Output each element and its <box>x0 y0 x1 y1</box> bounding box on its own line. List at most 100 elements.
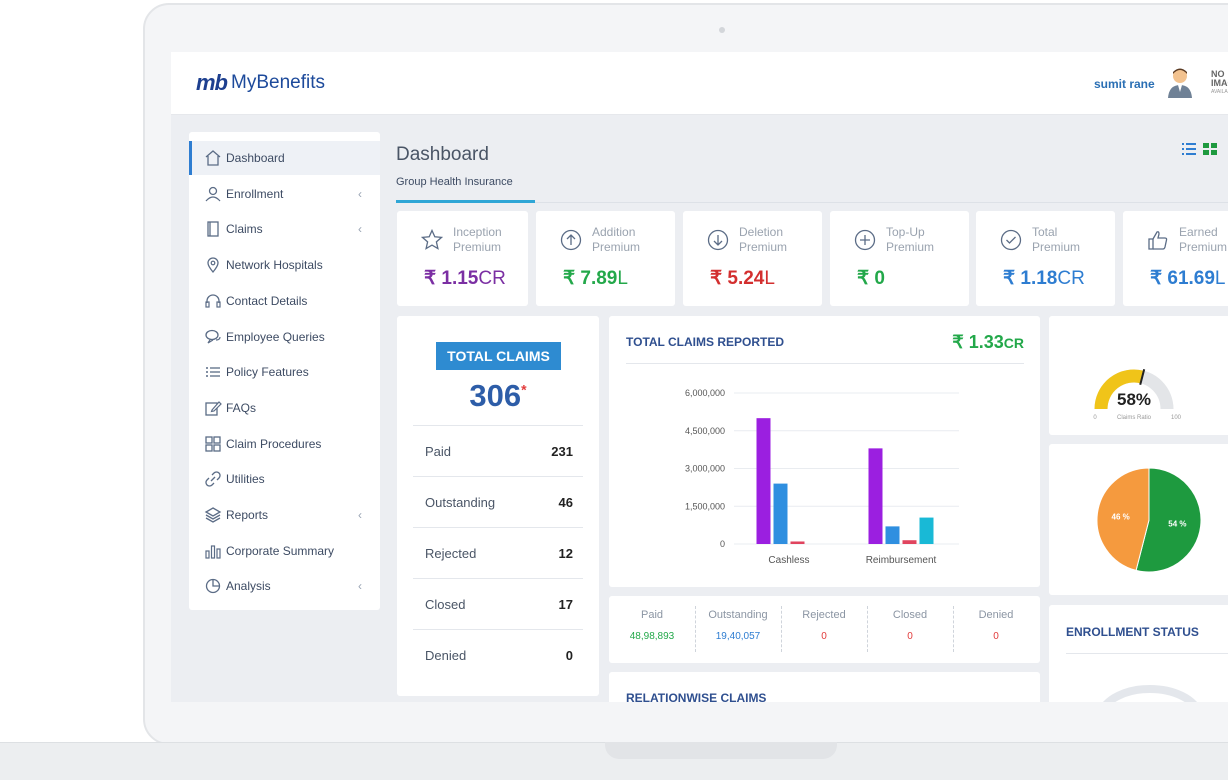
logo[interactable]: mb MyBenefits <box>196 70 325 96</box>
claims-row-paid[interactable]: Paid 231 <box>413 425 583 476</box>
plus-circle-icon <box>854 229 876 251</box>
grid-view-icon[interactable] <box>1203 142 1217 156</box>
check-circle-icon <box>1000 229 1022 251</box>
chevron-left-icon[interactable]: ‹ <box>358 579 362 594</box>
sidebar-item-label: Corporate Summary <box>226 543 335 558</box>
premium-card-total-premium[interactable]: Total Premium ₹ 1.18CR <box>976 211 1115 306</box>
premium-card-deletion-premium[interactable]: Deletion Premium ₹ 5.24L <box>683 211 822 306</box>
home-icon <box>204 149 222 167</box>
claims-row-label: Rejected <box>425 545 477 561</box>
claims-row-rejected[interactable]: Rejected 12 <box>413 527 583 578</box>
stat-value: 19,40,057 <box>715 631 761 642</box>
sidebar-item-enrollment[interactable]: Enrollment ‹ <box>189 177 380 211</box>
sidebar-item-reports[interactable]: Reports ‹ <box>189 498 380 532</box>
premium-unit: L <box>617 268 628 289</box>
sidebar-item-network-hospitals[interactable]: Network Hospitals <box>189 248 380 282</box>
top-bar: mb MyBenefits sumit rane NO IMAG AVAILA <box>171 52 1228 115</box>
bar-reimbursement-2[interactable] <box>902 540 917 544</box>
bar-cashless-1[interactable] <box>773 483 788 544</box>
stat-value: 0 <box>821 631 827 642</box>
user-name[interactable]: sumit rane <box>1094 77 1155 91</box>
logo-text: MyBenefits <box>231 72 325 93</box>
premium-value: ₹ 61.69L <box>1150 267 1226 290</box>
sidebar-item-policy-features[interactable]: Policy Features <box>189 355 380 389</box>
premium-card-earned-premium[interactable]: Earned Premium ₹ 61.69L <box>1123 211 1228 306</box>
grid-icon <box>204 435 222 453</box>
map-pin-icon <box>204 256 222 274</box>
premium-value: ₹ 1.15CR <box>424 267 506 290</box>
total-claims-reported-card: TOTAL CLAIMS REPORTED ₹ 1.33CR 6,000,000… <box>609 316 1040 587</box>
premium-amount: 7.89 <box>580 268 618 289</box>
premium-amount: 0 <box>874 268 885 289</box>
relationwise-title: RELATIONWISE CLAIMS <box>626 691 767 702</box>
chevron-left-icon[interactable]: ‹ <box>358 222 362 237</box>
chevron-left-icon[interactable]: ‹ <box>358 508 362 522</box>
claims-row-closed[interactable]: Closed 17 <box>413 578 583 629</box>
premium-label-line1: Total <box>1032 225 1058 239</box>
sidebar-item-dashboard[interactable]: Dashboard <box>189 141 380 175</box>
stat-label: Closed <box>892 609 928 621</box>
layers-icon <box>204 506 222 524</box>
laptop-notch <box>605 742 837 759</box>
star-icon <box>420 228 444 251</box>
premium-label: Inception Premium <box>453 225 502 255</box>
premium-label-line1: Deletion <box>739 225 784 239</box>
rupee-symbol: ₹ <box>710 268 723 289</box>
bar-reimbursement-3[interactable] <box>919 517 934 544</box>
sidebar-item-label: Claim Procedures <box>226 436 322 451</box>
sidebar-item-analysis[interactable]: Analysis ‹ <box>189 569 380 603</box>
no-image-placeholder[interactable]: NO IMAG AVAILA <box>1211 70 1228 97</box>
premium-label-line2: Premium <box>592 240 641 254</box>
y-tick-label: 3,000,000 <box>685 464 725 474</box>
sidebar-item-claims[interactable]: Claims ‹ <box>189 212 380 246</box>
tab-group-health-insurance[interactable]: Group Health Insurance <box>396 176 513 188</box>
claims-row-label: Denied <box>425 647 467 663</box>
chevron-left-icon[interactable]: ‹ <box>358 186 362 201</box>
claims-row-label: Paid <box>425 443 452 459</box>
stat-denied: Denied 0 <box>953 596 1039 663</box>
stat-divider <box>867 606 868 652</box>
sidebar-item-label: Analysis <box>226 579 271 594</box>
chart-total-unit: CR <box>1003 335 1024 351</box>
sidebar-item-faqs[interactable]: FAQs <box>189 391 380 425</box>
gauge-fill <box>1094 369 1144 410</box>
thumbs-up-icon <box>1147 229 1169 251</box>
avatar[interactable] <box>1167 66 1193 98</box>
rupee-symbol: ₹ <box>857 268 870 289</box>
pie-chart-card: 54 % 46 % <box>1049 444 1228 595</box>
sidebar-item-contact-details[interactable]: Contact Details <box>189 284 380 318</box>
sidebar-item-claim-procedures[interactable]: Claim Procedures <box>189 427 380 461</box>
list-view-icon[interactable] <box>1182 142 1196 156</box>
sidebar-item-corporate-summary[interactable]: Corporate Summary <box>189 534 380 568</box>
rupee-symbol: ₹ <box>563 268 576 289</box>
stat-value: 0 <box>907 631 913 642</box>
claims-row-outstanding[interactable]: Outstanding 46 <box>413 476 583 527</box>
view-toggle <box>1182 142 1217 156</box>
pie-slice-0[interactable] <box>1096 467 1150 571</box>
bar-cashless-2[interactable] <box>790 541 805 544</box>
bar-reimbursement-0[interactable] <box>868 448 883 544</box>
premium-card-addition-premium[interactable]: Addition Premium ₹ 7.89L <box>536 211 675 306</box>
sidebar-item-employee-queries[interactable]: Employee Queries <box>189 320 380 354</box>
sidebar-item-utilities[interactable]: Utilities <box>189 462 380 496</box>
total-claims-badge: TOTAL CLAIMS <box>436 342 561 370</box>
premium-card-inception-premium[interactable]: Inception Premium ₹ 1.15CR <box>397 211 528 306</box>
y-tick-label: 0 <box>720 539 725 549</box>
stat-outstanding: Outstanding 19,40,057 <box>695 596 781 663</box>
premium-value: ₹ 5.24L <box>710 267 775 290</box>
premium-label-line2: Premium <box>453 240 502 254</box>
claims-row-denied[interactable]: Denied 0 <box>413 629 583 680</box>
claims-bar-chart: 6,000,000 4,500,000 3,000,000 1,500,000 0 Cas… <box>685 388 959 566</box>
sidebar-item-label: Utilities <box>226 472 265 487</box>
gauge-needle <box>1139 369 1146 386</box>
premium-card-top-up-premium[interactable]: Top-Up Premium ₹ 0 <box>830 211 969 306</box>
claims-row-label: Closed <box>425 596 466 612</box>
premium-label: Addition Premium <box>592 225 640 255</box>
enrollment-status-card: ENROLLMENT STATUS <box>1049 605 1228 702</box>
pie-slice-label: 54 % <box>1168 520 1186 529</box>
bar-cashless-0[interactable] <box>756 418 771 544</box>
pie-slice-1[interactable] <box>1135 467 1202 573</box>
sidebar-item-label: Contact Details <box>226 293 308 308</box>
bar-reimbursement-1[interactable] <box>885 526 900 544</box>
enrollment-gauge-arc <box>1103 684 1197 702</box>
